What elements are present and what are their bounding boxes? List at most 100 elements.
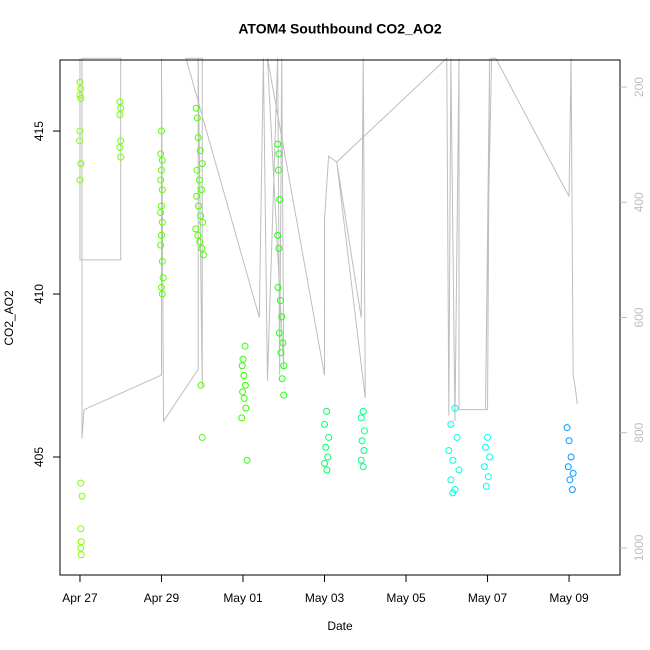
data-point [277,349,285,357]
data-point [157,209,165,217]
data-point [241,342,249,350]
data-point [196,238,204,246]
data-point [199,218,207,226]
data-point [77,479,85,487]
data-point [76,127,84,135]
data-point [569,469,577,477]
data-point [274,166,282,174]
data-point [199,251,207,259]
data-point [243,456,251,464]
data-point [274,140,282,148]
data-point [278,313,286,321]
data-point [322,443,330,451]
data-point [77,160,85,168]
data-point [77,85,85,93]
data-point [194,231,202,239]
data-point [76,78,84,86]
data-point [76,137,84,145]
y-tick-label: 410 [32,284,46,304]
data-point [158,290,166,298]
data-point [158,257,166,265]
data-point [360,427,368,435]
x-tick-label: May 03 [305,591,345,605]
data-point [274,231,282,239]
data-point [241,381,249,389]
data-point [357,414,365,422]
data-point [192,104,200,112]
data-point [445,446,453,454]
data-point [117,137,125,145]
data-point [359,463,367,471]
y-tick-label: 405 [32,447,46,467]
data-point [484,433,492,441]
data-point [280,391,288,399]
data-point [360,446,368,454]
plot-frame [59,59,621,576]
data-point [194,134,202,142]
data-point [274,284,282,292]
data-point [193,166,201,174]
data-point [157,241,165,249]
data-point [77,551,85,559]
data-point [157,150,165,158]
data-point [567,453,575,461]
data-point [449,489,457,497]
data-point [280,362,288,370]
data-point [563,424,571,432]
data-point [117,104,125,112]
data-point [196,147,204,155]
data-point [197,381,205,389]
data-point [158,186,166,194]
x-tick-label: May 09 [549,591,589,605]
data-point [486,453,494,461]
data-point [197,212,205,220]
data-point [325,433,333,441]
data-point [157,127,165,135]
data-point [239,355,247,363]
data-point [323,466,331,474]
data-point [157,166,165,174]
data-point [321,420,329,428]
data-point [275,244,283,252]
data-point [568,486,576,494]
chart-title: ATOM4 Southbound CO2_AO2 [238,21,441,37]
data-point [276,297,284,305]
data-point [158,218,166,226]
data-point [482,482,490,490]
data-point [566,476,574,484]
data-point [447,476,455,484]
data-point [157,202,165,210]
x-tick-label: Apr 27 [62,591,98,605]
data-point [480,463,488,471]
data-point [77,94,85,102]
data-point [198,160,206,168]
data-point [358,437,366,445]
data-point [240,394,248,402]
data-point [240,372,248,380]
data-point [192,225,200,233]
data-point [76,176,84,184]
data-point [321,460,329,468]
data-point [198,433,206,441]
data-point [195,176,203,184]
x-tick-label: Apr 29 [144,591,180,605]
x-axis-label: Date [327,619,353,633]
data-point [157,176,165,184]
data-point [157,231,165,239]
y-axis-label: CO2_AO2 [2,290,16,346]
data-point [193,192,201,200]
data-point [78,492,86,500]
data-point [449,456,457,464]
data-point [195,202,203,210]
data-point [238,414,246,422]
data-point [242,404,250,412]
data-point [323,407,331,415]
data-point [159,274,167,282]
data-point [77,525,85,533]
data-point [158,156,166,164]
data-point [116,98,124,106]
data-point [324,453,332,461]
data-point [116,143,124,151]
data-point [116,111,124,119]
